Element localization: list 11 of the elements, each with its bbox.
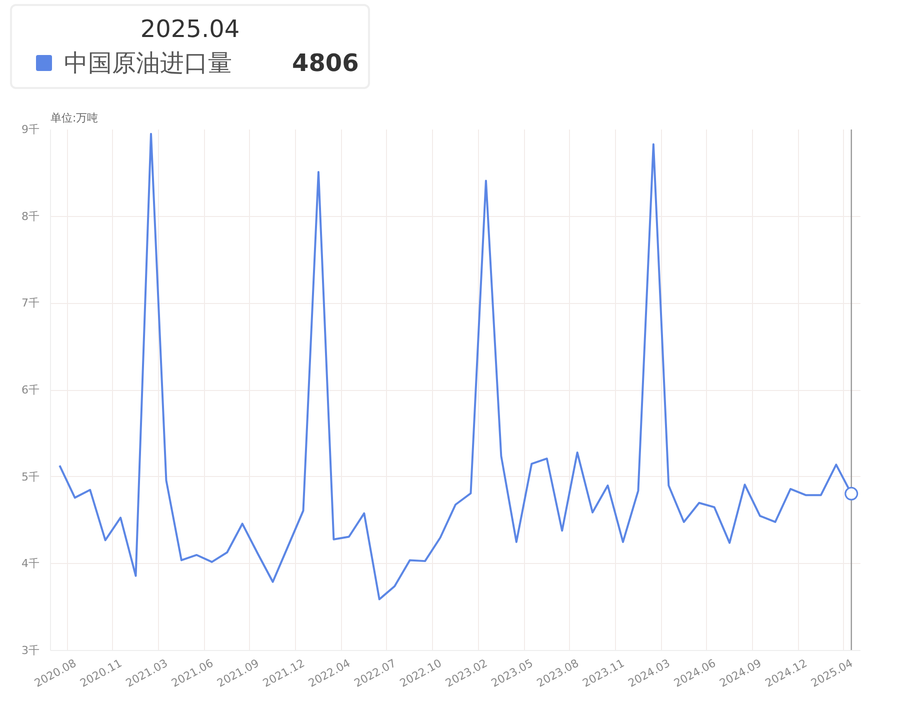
y-tick-label: 5千 <box>22 470 40 484</box>
text: 4806 <box>292 48 359 80</box>
legend-label: 中国原油进口量 <box>64 48 232 80</box>
y-axis-title: 单位:万吨 <box>50 112 98 124</box>
legend-title: 2025.04 <box>139 14 241 45</box>
y-tick-label: 9千 <box>22 123 40 136</box>
y-tick-label: 7千 <box>22 296 40 310</box>
y-tick-label: 6千 <box>22 384 40 396</box>
y-tick-label: 8千 <box>22 210 40 223</box>
y-tick-label: 3千 <box>22 644 40 657</box>
y-tick-label: 4千 <box>22 557 40 570</box>
